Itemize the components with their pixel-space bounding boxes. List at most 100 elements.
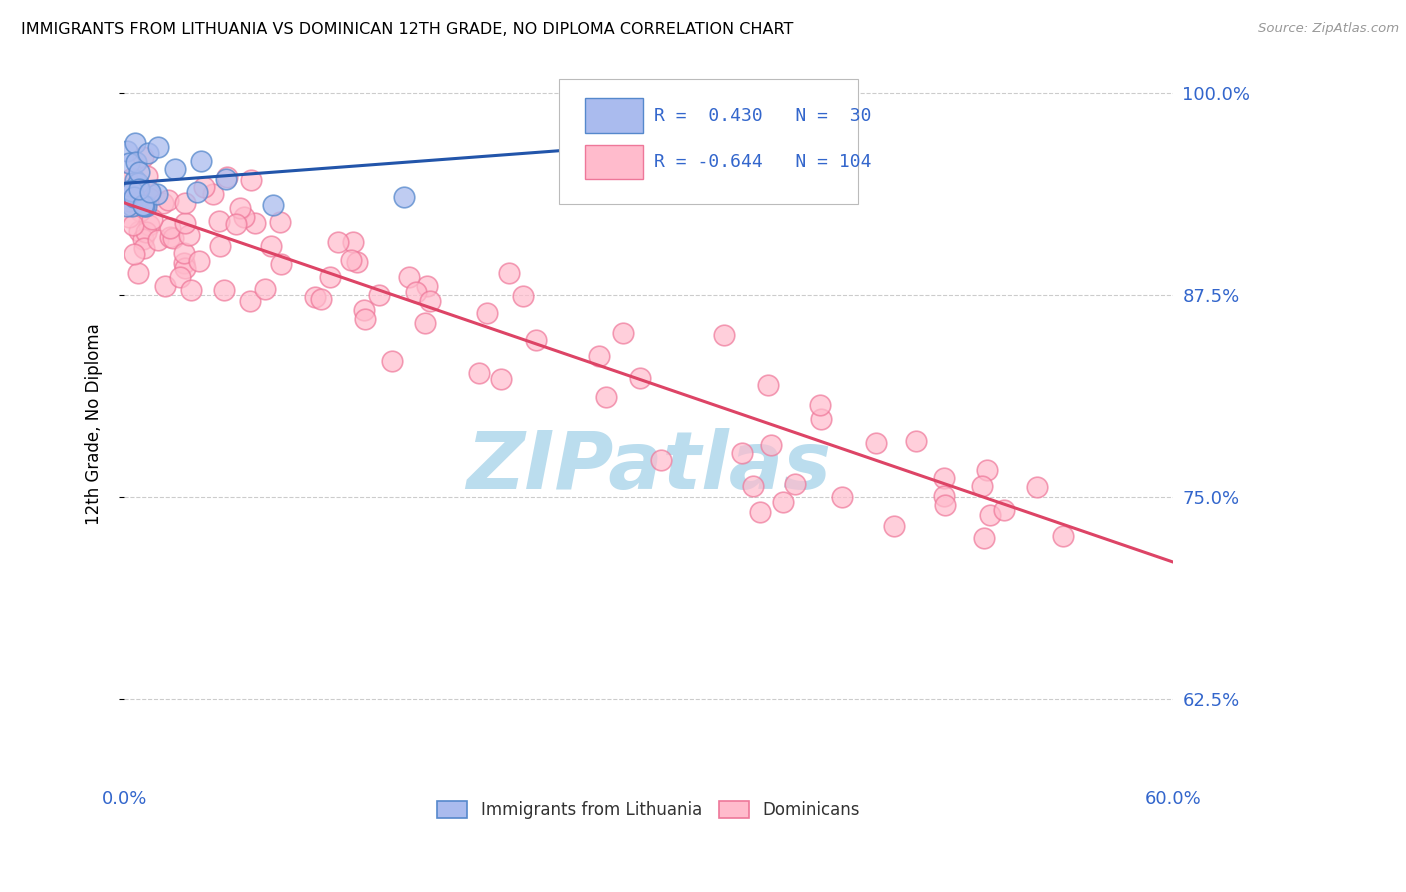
Point [159, 230, 181, 244]
Point [124, 172, 146, 186]
Point [115, 174, 138, 188]
Point [491, 372, 513, 386]
Point [173, 245, 195, 260]
Point [135, 169, 157, 184]
Point [146, 139, 169, 153]
Point [128, 224, 150, 238]
Point [346, 254, 368, 268]
Point [180, 283, 202, 297]
Point [212, 283, 235, 297]
Point [932, 489, 955, 503]
Text: R =  0.430   N =  30: R = 0.430 N = 30 [654, 107, 872, 125]
Point [993, 503, 1015, 517]
Point [132, 151, 155, 165]
Point [208, 213, 231, 227]
Point [475, 306, 498, 320]
Point [138, 187, 160, 202]
FancyBboxPatch shape [560, 79, 858, 203]
Point [179, 228, 201, 243]
Point [122, 218, 145, 232]
Point [121, 170, 143, 185]
Point [129, 204, 152, 219]
Point [342, 235, 364, 249]
Point [309, 292, 332, 306]
Point [138, 219, 160, 233]
Point [970, 479, 993, 493]
Text: IMMIGRANTS FROM LITHUANIA VS DOMINICAN 12TH GRADE, NO DIPLOMA CORRELATION CHART: IMMIGRANTS FROM LITHUANIA VS DOMINICAN 1… [21, 22, 793, 37]
Point [121, 199, 143, 213]
Point [392, 190, 415, 204]
Point [141, 212, 163, 227]
Point [174, 216, 197, 230]
Point [328, 235, 350, 250]
Point [128, 182, 150, 196]
Point [169, 269, 191, 284]
Point [381, 353, 404, 368]
Point [127, 266, 149, 280]
Text: Source: ZipAtlas.com: Source: ZipAtlas.com [1258, 22, 1399, 36]
Point [742, 479, 765, 493]
Point [139, 185, 162, 199]
Point [756, 377, 779, 392]
Point [245, 216, 267, 230]
Point [162, 231, 184, 245]
Point [135, 226, 157, 240]
Point [233, 210, 256, 224]
Point [157, 194, 180, 208]
Text: ZIPatlas: ZIPatlas [465, 428, 831, 506]
Point [127, 176, 149, 190]
Point [136, 146, 159, 161]
Point [595, 390, 617, 404]
Point [270, 257, 292, 271]
Point [225, 217, 247, 231]
Point [131, 198, 153, 212]
Point [354, 311, 377, 326]
Point [152, 196, 174, 211]
Point [118, 194, 141, 209]
Point [174, 260, 197, 275]
Point [612, 326, 634, 341]
Point [808, 398, 831, 412]
Point [628, 371, 651, 385]
Point [253, 282, 276, 296]
Point [498, 266, 520, 280]
Point [1052, 528, 1074, 542]
Point [405, 285, 427, 299]
Point [125, 154, 148, 169]
Point [128, 165, 150, 179]
Legend: Immigrants from Lithuania, Dominicans: Immigrants from Lithuania, Dominicans [430, 794, 866, 825]
Point [122, 190, 145, 204]
Point [831, 490, 853, 504]
Point [173, 256, 195, 270]
Point [772, 495, 794, 509]
Point [209, 239, 232, 253]
Point [118, 155, 141, 169]
Point [121, 184, 143, 198]
Point [115, 199, 138, 213]
Point [165, 161, 187, 176]
Point [512, 289, 534, 303]
Point [976, 463, 998, 477]
Point [810, 411, 832, 425]
Point [731, 446, 754, 460]
Point [340, 252, 363, 267]
Point [979, 508, 1001, 523]
Point [713, 327, 735, 342]
Point [190, 154, 212, 169]
Point [724, 125, 747, 139]
Bar [585, 98, 643, 133]
Point [124, 247, 146, 261]
Point [134, 199, 156, 213]
Point [319, 269, 342, 284]
Point [783, 476, 806, 491]
Point [419, 294, 441, 309]
Point [186, 186, 208, 200]
Point [202, 187, 225, 202]
Point [131, 232, 153, 246]
Point [127, 190, 149, 204]
Y-axis label: 12th Grade, No Diploma: 12th Grade, No Diploma [86, 324, 103, 525]
Point [749, 505, 772, 519]
Point [135, 199, 157, 213]
Point [655, 128, 678, 143]
Point [214, 172, 236, 186]
